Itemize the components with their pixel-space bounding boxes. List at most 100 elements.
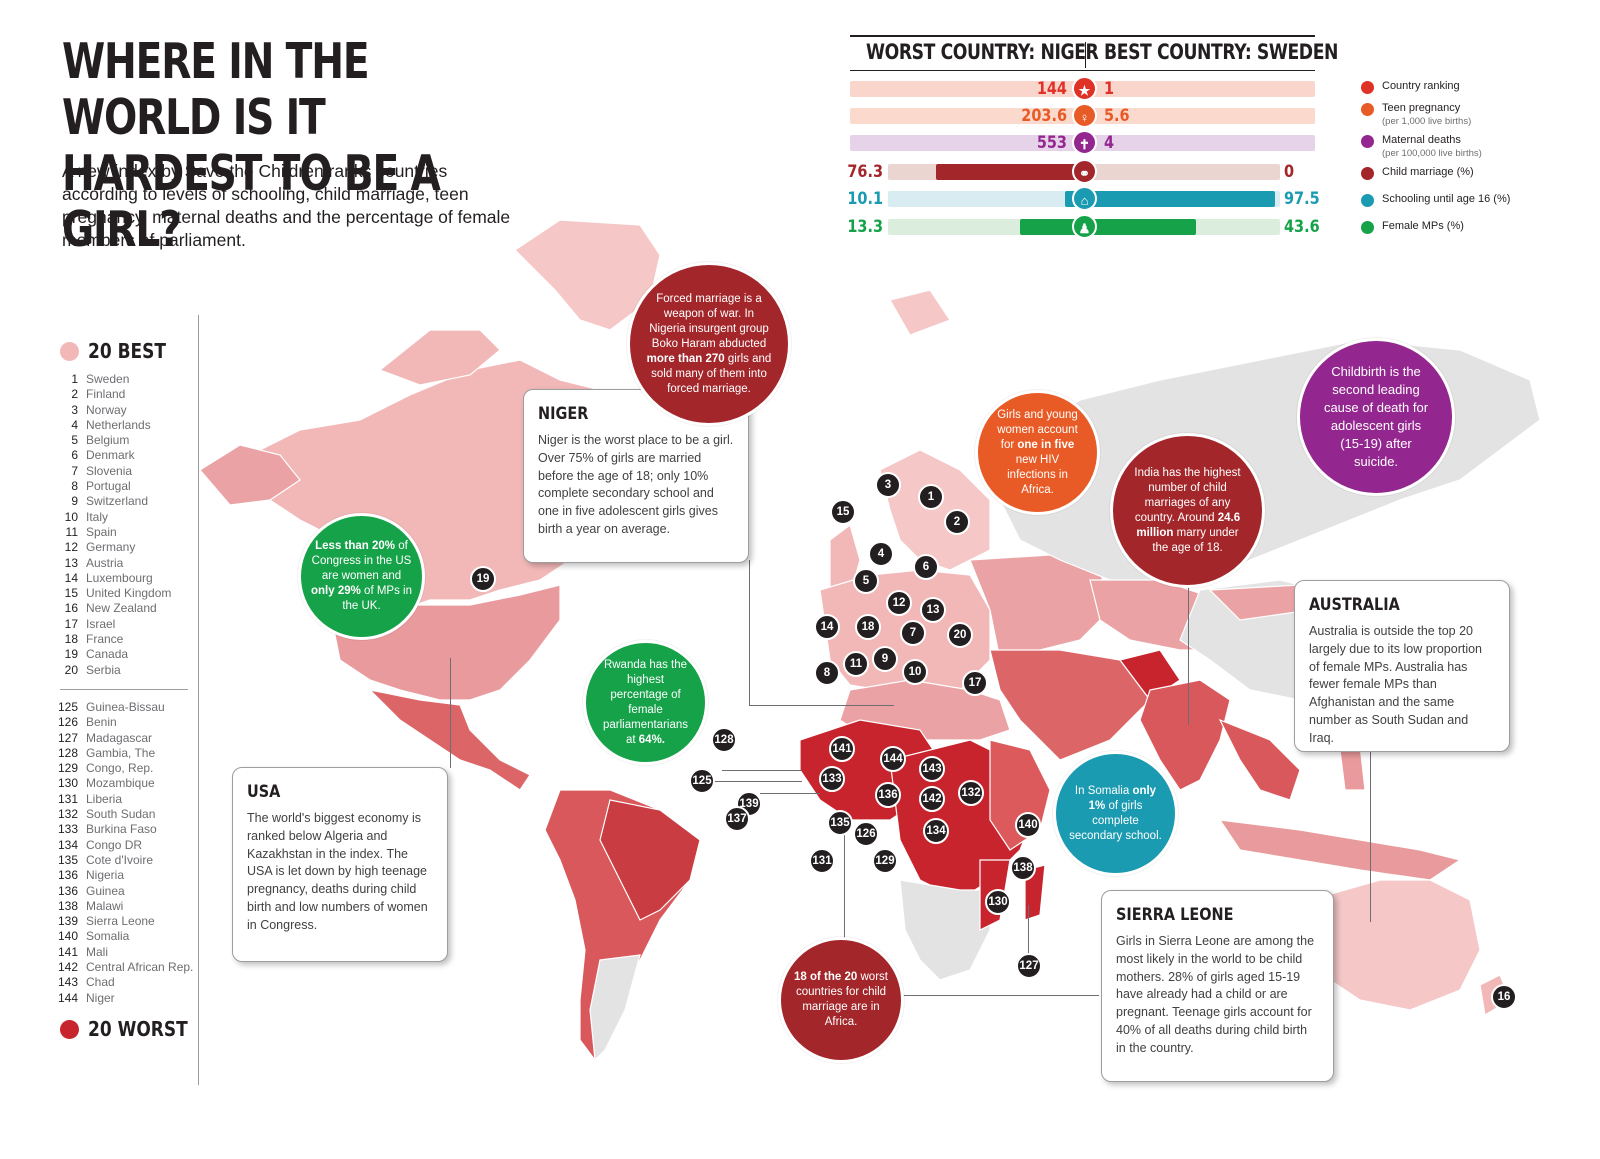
usa-box: USA The world's biggest economy is ranke… — [232, 767, 448, 962]
rank-marker-20: 20 — [947, 622, 973, 648]
list-rank: 134 — [58, 837, 79, 852]
list-item: 125 Guinea-Bissau — [58, 700, 193, 715]
rank-marker-9: 9 — [872, 646, 898, 672]
legend-dot-1 — [1361, 81, 1374, 94]
list-country: Liberia — [86, 791, 123, 806]
rank-marker-17: 17 — [962, 670, 988, 696]
list-rank: 16 — [64, 601, 78, 616]
list-country: Finland — [86, 387, 126, 402]
list-country: Chad — [86, 975, 115, 990]
rank-marker-135: 135 — [827, 810, 853, 836]
stat-row-5-best: 97.5 — [1284, 189, 1320, 209]
africa-child-marriage-circle: 18 of the 20 worst countries for child m… — [778, 937, 904, 1063]
list-rank: 11 — [65, 524, 78, 539]
list-country: Mali — [86, 944, 109, 959]
rank-marker-12: 12 — [886, 590, 912, 616]
legend-label-5: Schooling until age 16 (%) — [1382, 193, 1511, 205]
list-rank: 135 — [58, 852, 79, 867]
list-rank: 133 — [58, 822, 79, 837]
list-rank: 128 — [58, 745, 79, 760]
list-country: Congo, Rep. — [86, 761, 154, 776]
worst-heading: 20 WORST — [88, 1017, 188, 1041]
stat-row-1-best: 1 — [1104, 79, 1115, 99]
list-country: Denmark — [86, 448, 135, 463]
list-country: Guinea-Bissau — [86, 700, 165, 714]
usa-leader — [450, 658, 451, 768]
list-item: 18 France — [58, 632, 171, 647]
list-country: Portugal — [86, 479, 131, 494]
list-country: Sweden — [86, 372, 130, 386]
title-line-2: HARDEST TO BE A GIRL? — [62, 145, 441, 258]
list-country: Switzerland — [86, 494, 149, 509]
hiv-circle: Girls and young women account for one in… — [975, 390, 1100, 515]
rank-marker-128: 128 — [711, 727, 737, 753]
list-rank: 17 — [64, 616, 78, 631]
childbirth-circle: Childbirth is the second leading cause o… — [1297, 338, 1455, 496]
legend-label-6: Female MPs (%) — [1382, 220, 1464, 232]
rank-marker-11: 11 — [843, 651, 869, 677]
rank-marker-138: 138 — [1010, 855, 1036, 881]
list-rank: 4 — [71, 417, 78, 432]
list-item: 7 Slovenia — [58, 464, 171, 479]
list-item: 139 Sierra Leone — [58, 914, 193, 929]
list-rank: 127 — [58, 730, 79, 745]
niger-box-text: Niger is the worst place to be a girl. O… — [538, 433, 734, 536]
rank-marker-137: 137 — [724, 806, 750, 832]
stats-divider — [1085, 42, 1086, 68]
rank-marker-13: 13 — [920, 597, 946, 623]
rank-marker-130: 130 — [985, 889, 1011, 915]
list-country: Malawi — [86, 898, 124, 913]
rank-marker-8: 8 — [814, 660, 840, 686]
stat-row-3-best: 4 — [1104, 133, 1115, 153]
list-item: 13 Austria — [58, 556, 171, 571]
list-item: 4 Netherlands — [58, 418, 171, 433]
rank-marker-4: 4 — [868, 541, 894, 567]
legend-dot-3 — [1361, 135, 1374, 148]
school-icon: ⌂ — [1072, 186, 1097, 211]
list-item: 15 United Kingdom — [58, 586, 172, 601]
list-country: United Kingdom — [86, 586, 172, 601]
niger-box-title: NIGER — [538, 404, 589, 424]
list-country: France — [86, 632, 124, 647]
list-rank: 10 — [64, 509, 78, 524]
legend-sub-3: (per 100,000 live births) — [1382, 148, 1482, 159]
somalia-circle: In Somalia only 1% of girls complete sec… — [1053, 751, 1178, 876]
list-rank: 142 — [58, 960, 79, 975]
list-country: Burkina Faso — [86, 822, 157, 837]
list-item: 14 Luxembourg — [58, 571, 171, 586]
list-item: 133 Burkina Faso — [58, 822, 193, 837]
rank-marker-131: 131 — [809, 848, 835, 874]
list-item: 128 Gambia, The — [58, 746, 193, 761]
list-item: 136 Guinea — [58, 884, 193, 899]
legend-sub-2: (per 1,000 live births) — [1382, 116, 1472, 127]
intro-text: A new index by Save the Children ranks c… — [62, 161, 511, 250]
argentina — [589, 954, 641, 1062]
australia-box: AUSTRALIA Australia is outside the top 2… — [1294, 580, 1510, 752]
list-item: 144 Niger — [58, 991, 193, 1006]
sierra-leone-box: SIERRA LEONE Girls in Sierra Leone are a… — [1101, 890, 1334, 1082]
list-item: 19 Canada — [58, 647, 171, 662]
list-country: Guinea — [86, 883, 125, 898]
list-item: 132 South Sudan — [58, 807, 193, 822]
stat-row-6-fill-worst — [1020, 219, 1085, 235]
list-country: Spain — [86, 524, 117, 539]
best-heading: 20 BEST — [88, 339, 166, 363]
list-country: Belgium — [86, 433, 130, 448]
list-country: Congo DR — [86, 837, 143, 852]
list-rank: 125 — [58, 700, 79, 714]
list-item: 135 Cote d'Ivoire — [58, 853, 193, 868]
stat-row-4-fill — [936, 164, 1085, 180]
stats-header-rule — [850, 70, 1315, 71]
list-item: 136 Nigeria — [58, 868, 193, 883]
list-rank: 9 — [71, 494, 78, 509]
worst-list: 125 Guinea-Bissau 126 Benin 127 Madagascar 128… — [58, 700, 193, 1006]
rank-marker-2: 2 — [944, 509, 970, 535]
sierra-leone-box-text: Girls in Sierra Leone are among the most… — [1116, 934, 1315, 1055]
legend-label-2: Teen pregnancy — [1382, 102, 1461, 114]
list-rank: 143 — [58, 975, 79, 990]
rank-marker-134: 134 — [923, 818, 949, 844]
list-item: 6 Denmark — [58, 448, 171, 463]
india-circle: India has the highest number of child ma… — [1110, 433, 1265, 588]
list-item: 12 Germany — [58, 540, 171, 555]
rank-marker-144: 144 — [880, 746, 906, 772]
